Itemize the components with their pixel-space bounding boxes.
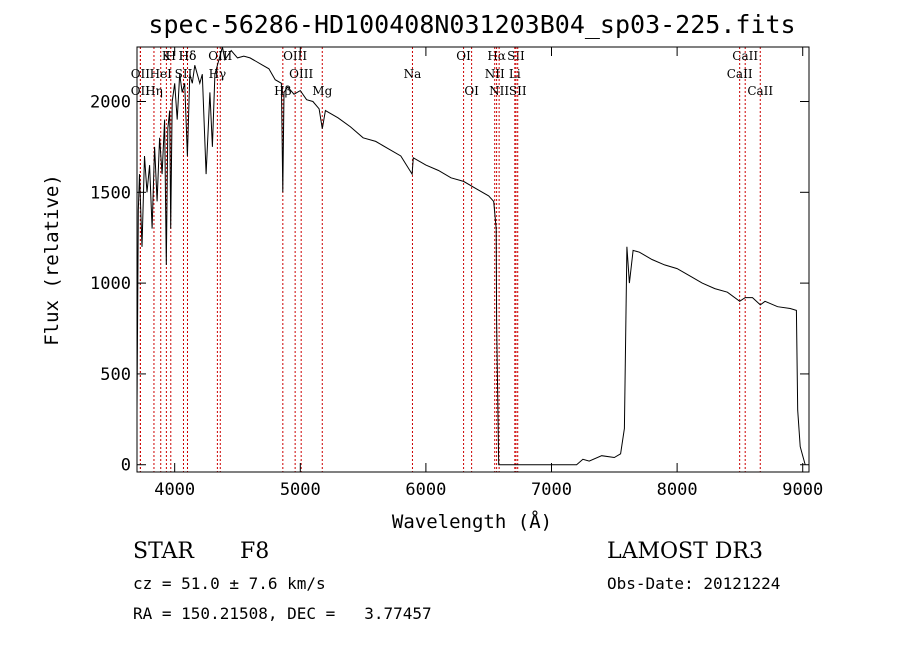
x-axis-label: Wavelength (Å) (392, 510, 552, 533)
line-label-7: Hα (487, 49, 506, 63)
object-subclass: F8 (240, 539, 269, 564)
line-label-1: K (162, 49, 172, 63)
line-label-5: OIII (283, 49, 307, 63)
line-label-11: HeI (150, 67, 173, 81)
y-tick-label-2: 1000 (90, 274, 131, 294)
x-tick-label-1: 5000 (280, 480, 321, 500)
line-label-26: CaII (747, 84, 773, 98)
line-label-25: SII (509, 84, 527, 98)
y-tick-label-3: 1500 (90, 183, 131, 203)
line-label-6: OI (456, 49, 471, 63)
y-tick-label-0: 0 (121, 456, 131, 476)
line-label-13: Hγ (209, 67, 227, 81)
line-label-9: CaII (732, 49, 758, 63)
line-label-19: OII (131, 84, 151, 98)
plot-frame (136, 46, 810, 473)
object-type: STAR (133, 539, 195, 564)
line-label-22: Mg (312, 84, 332, 98)
obs-date: Obs-Date: 20121224 (607, 574, 780, 593)
series-spectrum (136, 46, 806, 466)
line-label-2: H (166, 49, 176, 63)
line-label-24: NII (489, 84, 509, 98)
line-label-23: OI (464, 84, 479, 98)
line-label-8: SII (507, 49, 525, 63)
line-label-10: OII (131, 67, 151, 81)
x-tick-label-4: 8000 (657, 480, 698, 500)
line-label-20: Hη (145, 84, 163, 98)
spectrum-series (136, 46, 806, 466)
line-label-18: CaII (727, 67, 753, 81)
y-tick-label-4: 2000 (90, 92, 131, 112)
axis-ticks: 4000 5000 6000 7000 8000 9000 0 500 1000 1500 2000 (90, 47, 823, 500)
survey-name: LAMOST DR3 (607, 539, 763, 564)
line-label-16: NII (485, 67, 505, 81)
y-axis-label: Flux (relative) (41, 174, 63, 346)
line-label-3: Hδ (179, 49, 197, 63)
line-label-15: Na (404, 67, 422, 81)
x-tick-label-3: 7000 (531, 480, 572, 500)
x-tick-label-0: 4000 (154, 480, 195, 500)
redshift-info: cz = 51.0 ± 7.6 km/s (133, 574, 326, 593)
line-label-21: Hβ (274, 84, 291, 98)
line-label-14: OIII (289, 67, 313, 81)
x-tick-label-2: 6000 (405, 480, 446, 500)
coordinates: RA = 150.21508, DEC = 3.77457 (133, 604, 432, 623)
x-tick-label-5: 9000 (782, 480, 823, 500)
y-tick-label-1: 500 (100, 365, 131, 385)
line-label-17: Li (509, 67, 521, 81)
chart-title: spec-56286-HD100408N031203B04_sp03-225.f… (148, 10, 795, 39)
